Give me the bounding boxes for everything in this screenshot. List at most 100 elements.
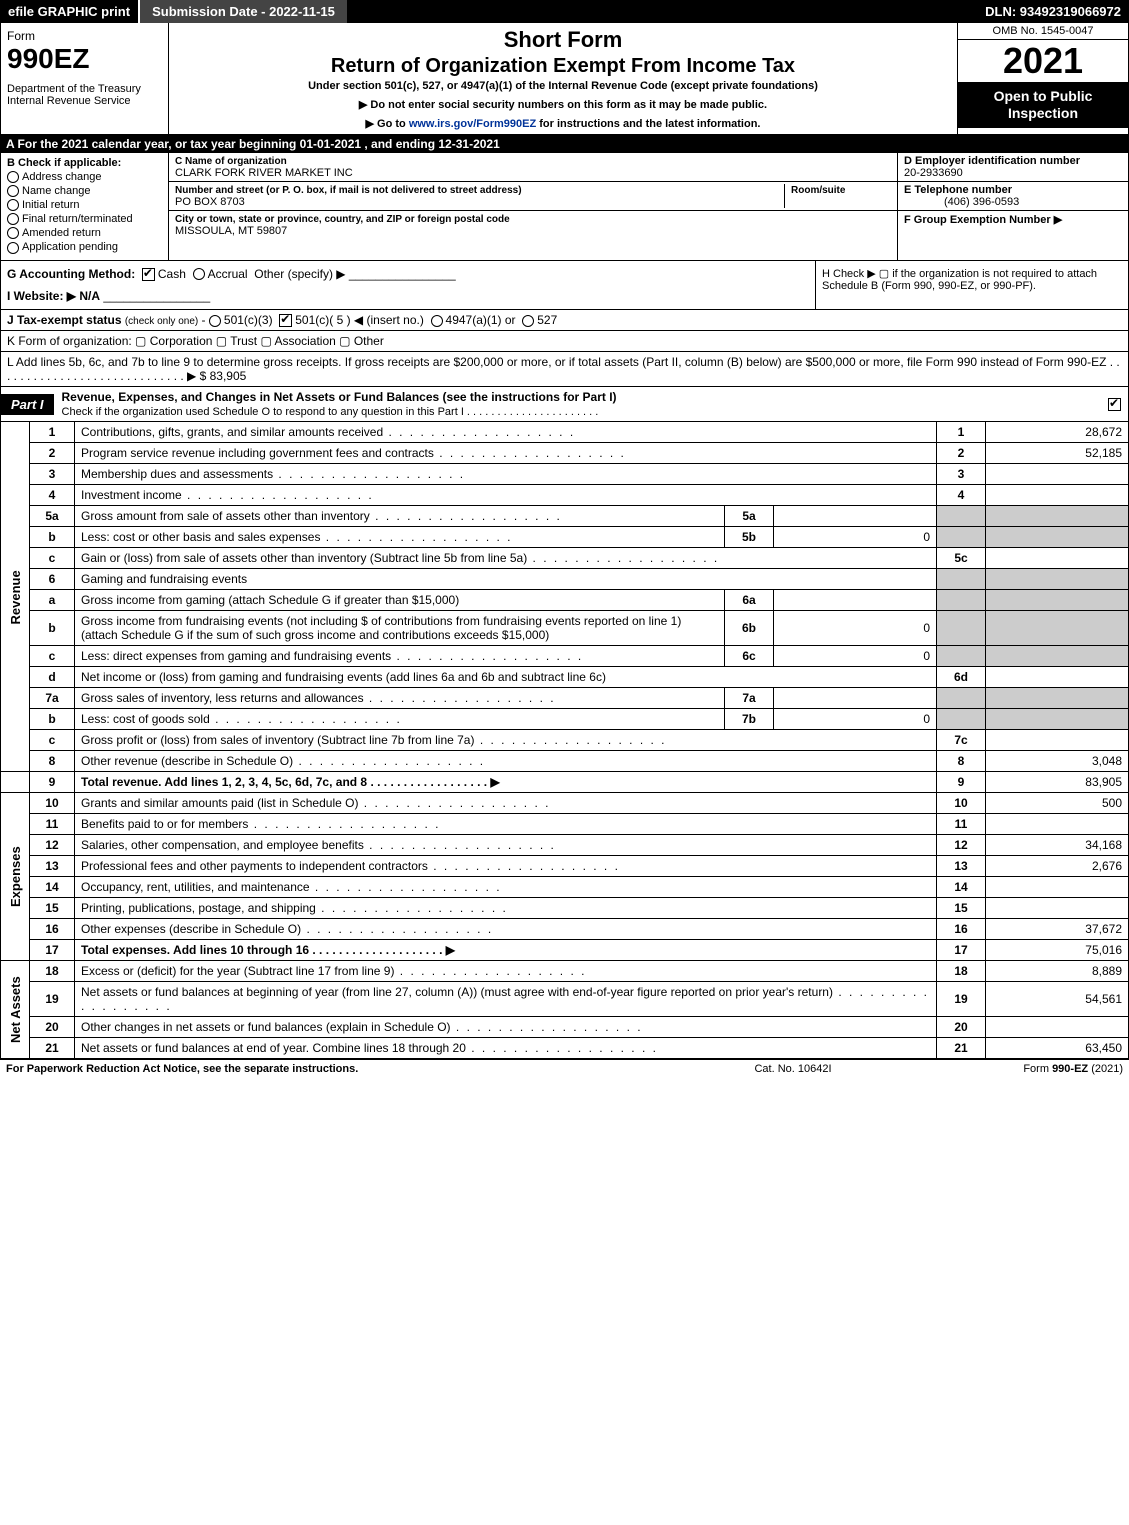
top-bar: efile GRAPHIC print Submission Date - 20… [0,0,1129,23]
line-14: 14 Occupancy, rent, utilities, and maint… [1,877,1129,898]
footer-catno: Cat. No. 10642I [663,1063,923,1075]
line-16: 16 Other expenses (describe in Schedule … [1,919,1129,940]
inspection-badge: Open to Public Inspection [958,82,1128,128]
row-l: L Add lines 5b, 6c, and 7b to line 9 to … [0,352,1129,387]
subtitle: Under section 501(c), 527, or 4947(a)(1)… [175,80,951,92]
c-street-label: Number and street (or P. O. box, if mail… [175,185,522,196]
line-11: 11 Benefits paid to or for members 11 [1,814,1129,835]
page-footer: For Paperwork Reduction Act Notice, see … [0,1059,1129,1078]
line-6a: a Gross income from gaming (attach Sched… [1,590,1129,611]
section-a-bar: A For the 2021 calendar year, or tax yea… [0,135,1129,153]
c-city-label: City or town, state or province, country… [175,214,510,225]
e-label: E Telephone number [904,184,1012,196]
row-l-amount: $ 83,905 [200,369,247,383]
form-header: Form 990EZ Department of the Treasury In… [0,23,1129,135]
line-4: 4 Investment income 4 [1,485,1129,506]
c-name-label: C Name of organization [175,156,287,167]
d-label: D Employer identification number [904,155,1080,167]
line-10: Expenses 10 Grants and similar amounts p… [1,793,1129,814]
line-5c: c Gain or (loss) from sale of assets oth… [1,548,1129,569]
g-accounting: G Accounting Method: Cash Accrual Other … [1,261,815,309]
footer-paperwork: For Paperwork Reduction Act Notice, see … [6,1063,663,1075]
org-city: MISSOULA, MT 59807 [175,225,287,237]
line-18: Net Assets 18 Excess or (deficit) for th… [1,961,1129,982]
line-19: 19 Net assets or fund balances at beginn… [1,982,1129,1017]
footer-formref: Form 990-EZ (2021) [923,1063,1123,1075]
chk-4947[interactable] [431,315,443,327]
chk-501c[interactable] [279,314,292,327]
chk-name-change[interactable]: Name change [7,185,162,197]
line-1: Revenue 1 Contributions, gifts, grants, … [1,422,1129,443]
submission-date: Submission Date - 2022-11-15 [138,0,347,23]
section-c: C Name of organization CLARK FORK RIVER … [169,153,898,260]
chk-address-change[interactable]: Address change [7,171,162,183]
row-gh: G Accounting Method: Cash Accrual Other … [0,261,1129,310]
dln-label: DLN: 93492319066972 [977,0,1129,23]
chk-final-return[interactable]: Final return/terminated [7,213,162,225]
line-3: 3 Membership dues and assessments 3 [1,464,1129,485]
line-7c: c Gross profit or (loss) from sales of i… [1,730,1129,751]
line-6b: b Gross income from fundraising events (… [1,611,1129,646]
row-j: J Tax-exempt status (check only one) - 5… [0,310,1129,331]
g-label: G Accounting Method: [7,267,135,281]
tax-year: 2021 [958,40,1128,82]
row-k: K Form of organization: ▢ Corporation ▢ … [0,331,1129,352]
form-word: Form [7,29,35,43]
goto-line: ▶ Go to www.irs.gov/Form990EZ for instru… [175,117,951,130]
expenses-label: Expenses [1,793,30,961]
line-5a: 5a Gross amount from sale of assets othe… [1,506,1129,527]
line-7b: b Less: cost of goods sold 7b 0 [1,709,1129,730]
dept-line-2: Internal Revenue Service [7,95,162,107]
line-15: 15 Printing, publications, postage, and … [1,898,1129,919]
line-21: 21 Net assets or fund balances at end of… [1,1038,1129,1059]
chk-application-pending[interactable]: Application pending [7,241,162,253]
line-7a: 7a Gross sales of inventory, less return… [1,688,1129,709]
title-return: Return of Organization Exempt From Incom… [175,55,951,78]
header-center: Short Form Return of Organization Exempt… [169,23,958,134]
title-short-form: Short Form [175,27,951,53]
section-b: B Check if applicable: Address change Na… [1,153,169,260]
line-20: 20 Other changes in net assets or fund b… [1,1017,1129,1038]
ein-value: 20-2933690 [904,167,963,179]
line-5b: b Less: cost or other basis and sales ex… [1,527,1129,548]
line-12: 12 Salaries, other compensation, and emp… [1,835,1129,856]
line-9: 9 Total revenue. Add lines 1, 2, 3, 4, 5… [1,772,1129,793]
phone-value: (406) 396-0593 [904,196,1019,208]
line-17: 17 Total expenses. Add lines 10 through … [1,940,1129,961]
revenue-label: Revenue [1,422,30,772]
line-2: 2 Program service revenue including gove… [1,443,1129,464]
row-l-text: L Add lines 5b, 6c, and 7b to line 9 to … [7,355,1120,383]
line-8: 8 Other revenue (describe in Schedule O)… [1,751,1129,772]
warn-line: ▶ Do not enter social security numbers o… [175,98,951,111]
dept-line-1: Department of the Treasury [7,83,162,95]
f-label: F Group Exemption Number ▶ [904,214,1062,226]
netassets-label: Net Assets [1,961,30,1059]
chk-527[interactable] [522,315,534,327]
chk-amended[interactable]: Amended return [7,227,162,239]
line-6d: d Net income or (loss) from gaming and f… [1,667,1129,688]
topbar-spacer [347,0,977,23]
h-schedule-b: H Check ▶ ▢ if the organization is not r… [815,261,1128,309]
omb-number: OMB No. 1545-0047 [958,23,1128,40]
part1-schedule-o-chk[interactable] [1108,398,1121,411]
i-website: I Website: ▶ N/A [7,289,100,303]
header-left: Form 990EZ Department of the Treasury In… [1,23,169,134]
line-6: 6 Gaming and fundraising events [1,569,1129,590]
chk-501c3[interactable] [209,315,221,327]
part1-badge: Part I [1,394,54,415]
part1-check-line: Check if the organization used Schedule … [62,406,599,418]
chk-accrual[interactable] [193,268,205,280]
org-street: PO BOX 8703 [175,196,245,208]
line-6c: c Less: direct expenses from gaming and … [1,646,1129,667]
irs-link[interactable]: www.irs.gov/Form990EZ [409,118,536,130]
chk-cash[interactable] [142,268,155,281]
section-def: D Employer identification number 20-2933… [898,153,1128,260]
chk-initial-return[interactable]: Initial return [7,199,162,211]
section-b-label: B Check if applicable: [7,157,121,169]
efile-label: efile GRAPHIC print [0,0,138,23]
org-name: CLARK FORK RIVER MARKET INC [175,167,353,179]
part1-table: Revenue 1 Contributions, gifts, grants, … [0,422,1129,1059]
part1-title: Revenue, Expenses, and Changes in Net As… [54,387,1104,421]
c-room-label: Room/suite [791,185,845,196]
g-other: Other (specify) ▶ [254,267,345,281]
